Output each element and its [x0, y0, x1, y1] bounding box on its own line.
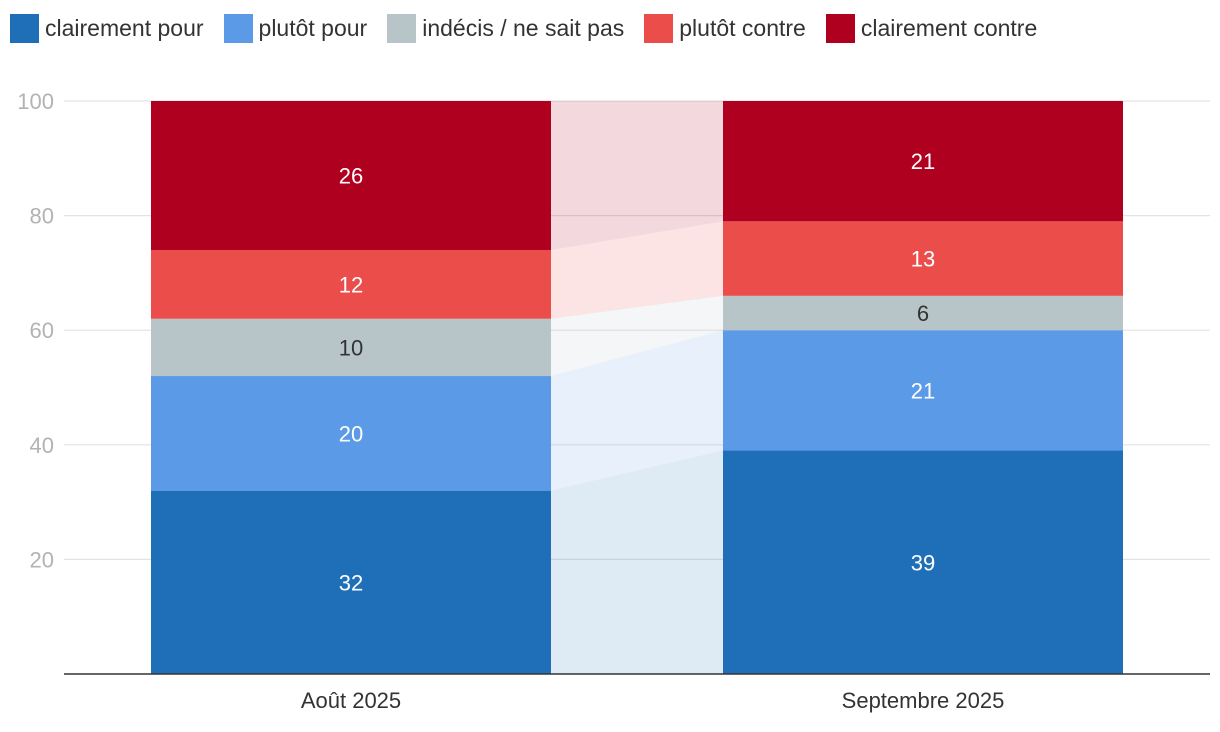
y-tick-label: 40: [30, 433, 54, 458]
data-label: 20: [339, 421, 363, 446]
data-label: 39: [911, 550, 935, 575]
legend-label: plutôt pour: [258, 14, 368, 41]
bar-segment-plutot-contre-septembre-2025[interactable]: [723, 221, 1123, 296]
legend-label: clairement contre: [860, 14, 1038, 41]
legend-item-clairement-contre[interactable]: clairement contre: [825, 13, 1038, 43]
connector-band-plutot-contre: [551, 221, 723, 319]
legend-label: indécis / ne sait pas: [422, 14, 625, 41]
bar-segment-indecis-ne-sait-pas-aout-2025[interactable]: [151, 318, 551, 377]
connector-bands: [551, 101, 723, 674]
bar-segment-clairement-pour-aout-2025[interactable]: [151, 490, 551, 674]
y-tick-label: 80: [30, 204, 54, 229]
legend-item-clairement-pour[interactable]: clairement pour: [10, 13, 204, 43]
data-label: 32: [339, 570, 363, 595]
y-tick-label: 60: [30, 318, 54, 343]
connector-band-clairement-contre: [551, 101, 723, 250]
bar-segment-indecis-ne-sait-pas-septembre-2025[interactable]: [723, 295, 1123, 331]
chart-legend: clairement pour plutôt pour indécis / ne s…: [10, 12, 1057, 44]
connector-band-plutot-pour: [551, 330, 723, 491]
legend-item-indecis-ne-sait-pas[interactable]: indécis / ne sait pas: [387, 13, 625, 43]
legend-label: clairement pour: [45, 14, 204, 41]
legend-swatch: [825, 13, 855, 43]
y-tick-label: 20: [30, 547, 54, 572]
data-labels: 32 20 10 12 26 39 21 6 13 21: [339, 149, 935, 595]
legend-swatch: [644, 13, 674, 43]
bar-segment-plutot-pour-septembre-2025[interactable]: [723, 330, 1123, 451]
connector-band-clairement-pour: [551, 450, 723, 674]
data-label: 10: [339, 335, 363, 360]
legend-swatch: [223, 13, 253, 43]
data-label: 26: [339, 163, 363, 188]
data-label: 21: [911, 378, 935, 403]
x-category-label: Août 2025: [301, 688, 401, 713]
x-category-label: Septembre 2025: [842, 688, 1005, 713]
axes: 20 40 60 80 100 Août 2025 Septembre 2025: [17, 89, 1210, 713]
y-tick-label: 100: [17, 89, 54, 114]
legend-item-plutot-contre[interactable]: plutôt contre: [644, 13, 806, 43]
legend-item-plutot-pour[interactable]: plutôt pour: [223, 13, 368, 43]
connector-band-indecis-ne-sait-pas: [551, 295, 723, 377]
bar-segment-clairement-contre-septembre-2025[interactable]: [723, 101, 1123, 222]
bar-segment-plutot-contre-aout-2025[interactable]: [151, 249, 551, 319]
legend-swatch: [387, 13, 417, 43]
data-label: 12: [339, 272, 363, 297]
legend-swatch: [10, 13, 39, 43]
legend-label: plutôt contre: [679, 14, 806, 41]
data-label: 21: [911, 149, 935, 174]
bar-segment-clairement-contre-aout-2025[interactable]: [151, 101, 551, 250]
bars: [151, 101, 1123, 674]
bar-segment-plutot-pour-aout-2025[interactable]: [151, 376, 551, 491]
bar-segment-clairement-pour-septembre-2025[interactable]: [723, 450, 1123, 674]
data-label: 6: [917, 301, 929, 326]
data-label: 13: [911, 247, 935, 272]
